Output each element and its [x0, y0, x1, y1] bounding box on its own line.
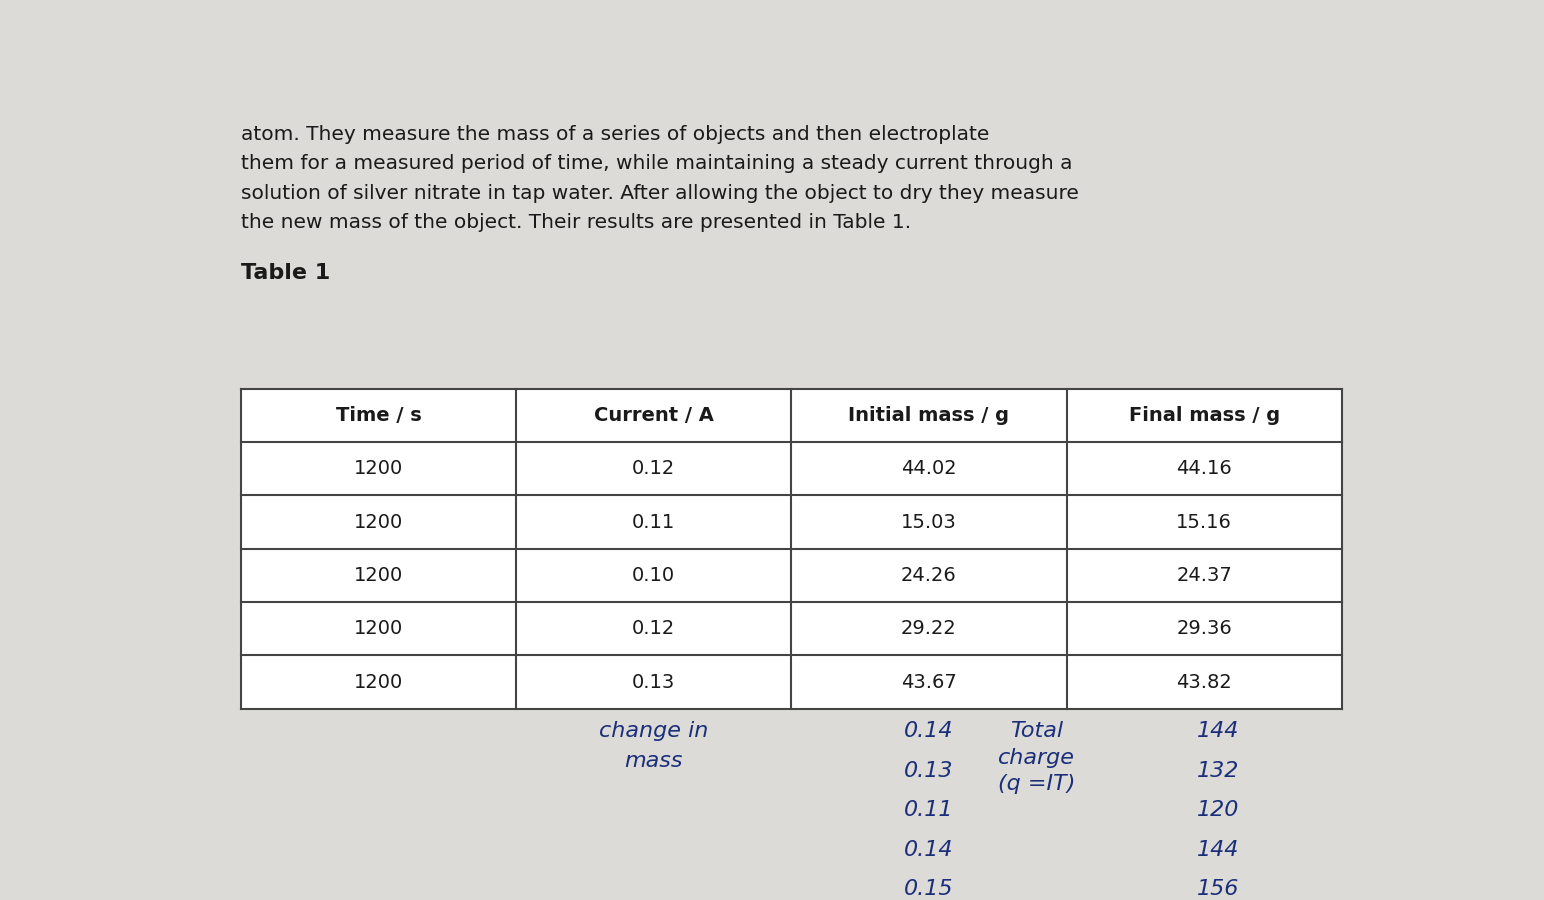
Text: 0.12: 0.12 — [631, 459, 675, 478]
Text: 43.67: 43.67 — [902, 672, 957, 692]
Text: solution of silver nitrate in tap water. After allowing the object to dry they m: solution of silver nitrate in tap water.… — [241, 184, 1079, 202]
Text: 144: 144 — [1197, 840, 1240, 860]
Text: 144: 144 — [1197, 721, 1240, 742]
Text: Total
charge
(q =IT): Total charge (q =IT) — [997, 721, 1075, 794]
Text: 1200: 1200 — [354, 513, 403, 532]
Text: 0.14: 0.14 — [905, 840, 954, 860]
Text: 44.16: 44.16 — [1177, 459, 1232, 478]
Text: 29.22: 29.22 — [902, 619, 957, 638]
Text: 0.10: 0.10 — [631, 566, 675, 585]
Text: Initial mass / g: Initial mass / g — [848, 406, 1010, 425]
Text: atom. They measure the mass of a series of objects and then electroplate: atom. They measure the mass of a series … — [241, 125, 990, 144]
Text: 0.11: 0.11 — [631, 513, 675, 532]
Text: 24.37: 24.37 — [1177, 566, 1232, 585]
Text: 24.26: 24.26 — [902, 566, 957, 585]
FancyBboxPatch shape — [241, 389, 1342, 709]
Text: the new mass of the object. Their results are presented in Table 1.: the new mass of the object. Their result… — [241, 212, 911, 231]
Text: 15.03: 15.03 — [902, 513, 957, 532]
Text: 15.16: 15.16 — [1177, 513, 1232, 532]
Text: 132: 132 — [1197, 760, 1240, 781]
Text: change in
mass: change in mass — [599, 721, 709, 771]
Text: 0.13: 0.13 — [631, 672, 675, 692]
Text: 1200: 1200 — [354, 459, 403, 478]
Text: them for a measured period of time, while maintaining a steady current through a: them for a measured period of time, whil… — [241, 155, 1073, 174]
Text: Table 1: Table 1 — [241, 263, 330, 283]
Text: 0.11: 0.11 — [905, 800, 954, 820]
Text: Time / s: Time / s — [335, 406, 422, 425]
Text: 120: 120 — [1197, 800, 1240, 820]
Text: Current / A: Current / A — [594, 406, 713, 425]
Text: 44.02: 44.02 — [902, 459, 957, 478]
Text: Final mass / g: Final mass / g — [1129, 406, 1280, 425]
Text: 0.14: 0.14 — [905, 721, 954, 742]
Text: 0.15: 0.15 — [905, 879, 954, 899]
Text: 43.82: 43.82 — [1177, 672, 1232, 692]
Text: 1200: 1200 — [354, 672, 403, 692]
Text: 1200: 1200 — [354, 619, 403, 638]
Text: 0.12: 0.12 — [631, 619, 675, 638]
Text: 156: 156 — [1197, 879, 1240, 899]
Text: 29.36: 29.36 — [1177, 619, 1232, 638]
Text: 0.13: 0.13 — [905, 760, 954, 781]
Text: 1200: 1200 — [354, 566, 403, 585]
